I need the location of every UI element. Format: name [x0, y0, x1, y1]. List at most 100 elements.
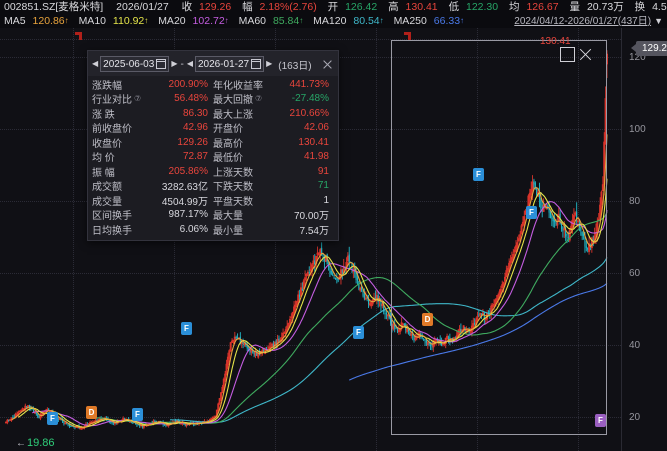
open-value: 126.42 [345, 1, 378, 13]
range-selection-rectangle[interactable] [391, 40, 607, 435]
price-axis[interactable]: 20 40 60 80 100 120 129.2 [621, 28, 667, 451]
axis-tick-120: 120 [629, 52, 646, 63]
help-icon[interactable]: ⑦ [255, 94, 263, 104]
ma-value-1: 110.92↑ [112, 15, 149, 27]
stat-cell: 成交量 4504.99万 [92, 193, 213, 208]
stat-cell: 最低价 41.98 [213, 149, 334, 164]
calendar-icon[interactable] [156, 59, 167, 69]
close-icon[interactable] [321, 58, 334, 71]
stat-label: 最大回撤 [213, 95, 253, 107]
chart-marker-finance-report[interactable]: F [526, 206, 537, 219]
end-date-prev-icon[interactable]: ◀ [186, 59, 193, 68]
stat-label: 最大量 [213, 211, 243, 223]
stat-value: 71 [317, 180, 329, 192]
stat-cell: 收盘价 129.26 [92, 135, 213, 150]
stat-label: 最低价 [213, 153, 243, 165]
stat-value: 42.06 [303, 122, 329, 134]
axis-tick-20: 20 [629, 412, 641, 423]
stat-row: 均 价 72.87 最低价 41.98 [92, 149, 334, 164]
stat-label: 平盘天数 [213, 196, 253, 208]
stat-value: 130.41 [298, 136, 329, 148]
current-price-badge: 129.2 [630, 41, 667, 56]
ma-label-0: MA5 [4, 15, 26, 27]
chart-marker-finance-report[interactable]: F [181, 322, 192, 335]
ma-value-3: 85.84↑ [272, 15, 304, 27]
stat-cell: 最大量 70.00万 [213, 207, 334, 222]
start-date-value: 2025-06-03 [103, 58, 155, 70]
chart-marker-finance-report[interactable]: F [473, 168, 484, 181]
stat-label: 成交量 [92, 196, 122, 208]
selection-window-controls[interactable] [560, 47, 593, 62]
gridline-v-5 [477, 28, 478, 451]
candlestick-svg [4, 50, 609, 431]
ma-value-0: 120.86↑ [32, 15, 69, 27]
chevron-down-icon[interactable]: ▼ [654, 16, 663, 26]
help-icon[interactable]: ⑦ [134, 94, 142, 104]
quote-header-row-ma: MA5 120.86↑ MA10 110.92↑ MA20 102.72↑ MA… [0, 14, 667, 28]
chart-marker-dividend[interactable]: D [86, 406, 97, 419]
stat-label: 涨 跌 [92, 109, 115, 121]
stat-label: 最高价 [213, 138, 243, 150]
symbol-name[interactable]: 002851.SZ[麦格米特] [4, 1, 104, 13]
quote-date: 2026/01/27 [116, 1, 169, 13]
stat-value: -27.48% [291, 93, 329, 105]
gridline-h-20 [0, 417, 621, 418]
calendar-icon[interactable] [251, 59, 262, 69]
end-date-field[interactable]: 2026-01-27 [194, 56, 265, 72]
ma-arrow-0: ↑ [64, 16, 69, 25]
volume-label: 量 [569, 1, 581, 13]
ma-label-2: MA20 [158, 15, 186, 27]
axis-tick-40: 40 [629, 340, 641, 351]
ma-arrow-3: ↑ [299, 16, 304, 25]
axis-tick-60: 60 [629, 268, 641, 279]
stat-value: 4504.99万 [161, 196, 208, 208]
stat-value: 72.87 [182, 151, 208, 163]
low-value: 122.30 [466, 1, 499, 13]
close-value: 129.26 [199, 1, 232, 13]
end-date-next-icon[interactable]: ▶ [266, 59, 273, 68]
chart-marker-finance-report[interactable]: F [47, 412, 58, 425]
close-window-icon[interactable] [578, 47, 593, 62]
ma-value-2: 102.72↑ [192, 15, 229, 27]
change-label: 幅 [242, 1, 253, 13]
stat-label: 振 幅 [92, 167, 115, 179]
gridline-h-40 [0, 345, 621, 346]
restore-window-icon[interactable] [560, 47, 575, 62]
stat-value: 441.73% [289, 78, 329, 90]
end-date-picker[interactable]: ◀ 2026-01-27 ▶ [187, 56, 272, 72]
avg-value: 126.67 [526, 1, 559, 13]
stat-cell: 行业对比 ⑦ 56.48% [92, 91, 213, 106]
stat-cell: 涨跌幅 200.90% [92, 77, 213, 92]
range-statistics-panel[interactable]: ◀ 2025-06-03 ▶ - ◀ 2026-01-27 ▶ (163日) 涨… [87, 50, 339, 241]
stat-value: 86.30 [182, 107, 208, 119]
end-date-value: 2026-01-27 [197, 58, 250, 70]
start-date-picker[interactable]: ◀ 2025-06-03 ▶ [92, 56, 177, 72]
high-label: 高 [388, 1, 399, 13]
stat-row: 前收盘价 42.96 开盘价 42.06 [92, 121, 334, 135]
stat-cell: 最小量 7.54万 [213, 222, 334, 237]
chart-marker-dividend[interactable]: D [422, 313, 433, 326]
stat-row: 成交量 4504.99万 平盘天数 1 [92, 193, 334, 208]
stat-label: 下跌天数 [213, 182, 253, 194]
high-price-annotation: 130.41 [540, 36, 571, 47]
start-date-prev-icon[interactable]: ◀ [92, 59, 99, 68]
start-date-field[interactable]: 2025-06-03 [100, 56, 170, 72]
stat-label: 收盘价 [92, 138, 122, 150]
axis-line [621, 28, 622, 451]
stat-row: 成交额 3282.63亿 下跌天数 71 [92, 179, 334, 194]
chart-marker-finance-report[interactable]: F [595, 414, 606, 427]
stat-value: 42.96 [182, 122, 208, 134]
stat-value: 129.26 [177, 136, 208, 148]
start-date-next-icon[interactable]: ▶ [171, 59, 178, 68]
stat-row: 收盘价 129.26 最高价 130.41 [92, 135, 334, 150]
ma-label-3: MA60 [238, 15, 267, 27]
stat-value: 205.86% [168, 165, 208, 177]
quote-header-row-primary: 002851.SZ[麦格米特] 2026/01/27 收 129.26 幅 2.… [0, 0, 667, 14]
stat-row: 行业对比 ⑦ 56.48% 最大回撤 ⑦ -27.48% [92, 91, 334, 107]
date-range-selector[interactable]: 2024/04/12-2026/01/27(437日) ▼ [514, 14, 663, 28]
chart-marker-finance-report[interactable]: F [132, 408, 143, 421]
chart-marker-finance-report[interactable]: F [353, 326, 364, 339]
turnover-value: 4.53% [652, 1, 667, 13]
stat-cell: 振 幅 205.86% [92, 164, 213, 179]
